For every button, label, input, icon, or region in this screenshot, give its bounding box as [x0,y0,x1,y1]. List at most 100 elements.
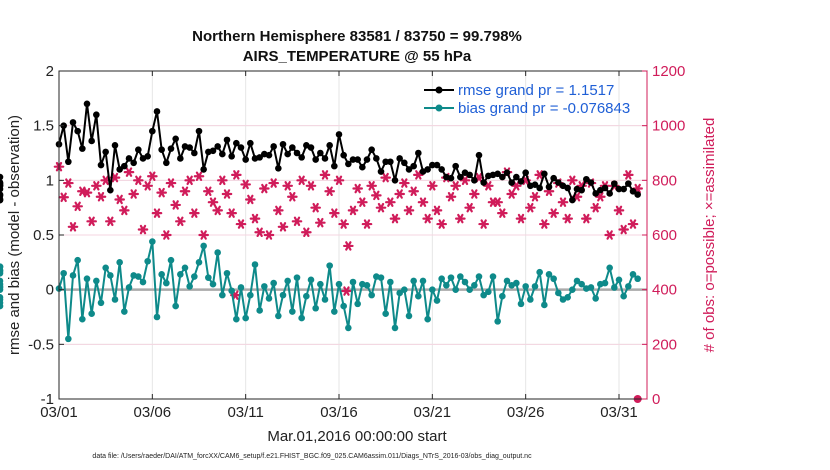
bias-point [228,287,235,295]
x-tick-label: 03/01 [40,404,78,421]
bias-point [289,308,296,315]
obs-assimilated-point [548,208,559,218]
obs-assimilated-point [142,181,153,191]
bias-point [0,283,4,290]
obs-assimilated-point [217,175,228,186]
obs-assimilated-point [422,213,433,224]
obs-star-core [201,233,206,237]
obs-star-core [243,182,248,187]
rmse-point [391,177,399,184]
rmse-point [373,155,380,162]
rmse-point [340,151,347,159]
obs-assimilated-point [511,181,522,191]
rmse-point [191,149,198,157]
obs-star-core [458,216,463,221]
obs-star-core [523,178,528,183]
bias-point [550,275,557,283]
y-tick-label: 0.5 [33,227,54,244]
obs-assimilated-point [315,217,326,228]
bias-point [480,291,487,299]
rmse-point [177,155,184,162]
obs-assimilated-point [67,222,79,232]
obs-star-core [344,289,349,293]
y-tick-label-right: 0 [652,391,660,408]
obs-star-core [383,175,388,180]
bias-point [135,273,142,280]
obs-assimilated-point [305,181,317,191]
obs-star-core [94,184,99,188]
rmse-point [279,140,287,148]
obs-star-core [327,189,332,194]
obs-star-core [281,225,285,229]
obs-assimilated-point [310,202,321,213]
rmse-point [0,196,4,204]
obs-assimilated-point [590,202,601,213]
rmse-point [531,181,539,189]
obs-star-core [262,186,267,191]
rmse-point [83,100,91,108]
obs-assimilated-point [114,194,125,205]
bias-point [167,256,175,264]
rmse-point [293,149,301,157]
bias-point [531,283,539,290]
obs-star-core [295,219,299,224]
rmse-point [144,152,151,160]
bias-point [382,310,389,318]
obs-star-core [197,174,201,179]
rmse-point [228,152,235,160]
obs-assimilated-point [352,183,363,194]
rmse-point [396,155,403,162]
obs-assimilated-point [119,205,130,216]
bias-point [0,263,4,271]
bias-point [345,324,352,332]
y-tick-label-right: 1200 [652,63,685,80]
y-tick-label: 0 [46,282,54,299]
obs-assimilated-point [529,191,541,202]
obs-star-core [528,205,533,210]
obs-star-core [267,233,271,237]
rmse-point [121,162,128,170]
obs-star-core [337,178,341,183]
x-tick-label: 03/11 [227,404,263,421]
bias-point [340,302,347,310]
bias-point [233,315,240,323]
rmse-point [494,170,501,178]
rmse-point [0,182,4,190]
obs-assimilated-point [249,213,261,224]
rmse-point [321,155,329,162]
rmse-point [545,183,553,191]
obs-assimilated-point [347,205,359,216]
obs-star-core [402,181,407,185]
obs-star-core [183,189,187,194]
data-file-footer: data file: /Users/raeder/DAI/ATM_forcXX/… [92,453,532,460]
obs-star-core [187,178,192,183]
x-tick-label: 03/21 [414,404,452,421]
obs-assimilated-point [427,181,438,191]
obs-assimilated-point [492,197,503,207]
rmse-point [480,179,487,186]
obs-assimilated-point [357,197,368,207]
bias-point [139,278,147,286]
bias-point [527,296,534,303]
y-axis-right-label: # of obs: o=possible; ×=assimilated [701,118,718,353]
bias-point [83,275,91,283]
bias-point [69,272,77,279]
obs-assimilated-point [464,202,475,213]
obs-star-core [159,190,164,195]
bias-point [489,273,497,280]
obs-star-core [388,200,393,204]
obs-star-core [85,190,89,195]
obs-star-core [593,205,598,210]
obs-star-core [304,230,309,235]
rmse-point [569,196,576,204]
bias-point [0,277,4,285]
obs-star-core [360,200,365,204]
obs-star-core [211,200,215,204]
obs-star-core [99,194,103,199]
obs-assimilated-point [259,183,270,194]
obs-assimilated-point [198,230,209,240]
obs-star-core [607,233,612,237]
rmse-point [564,184,571,192]
y-tick-label-right: 200 [652,336,677,353]
obs-star-core [173,203,178,207]
